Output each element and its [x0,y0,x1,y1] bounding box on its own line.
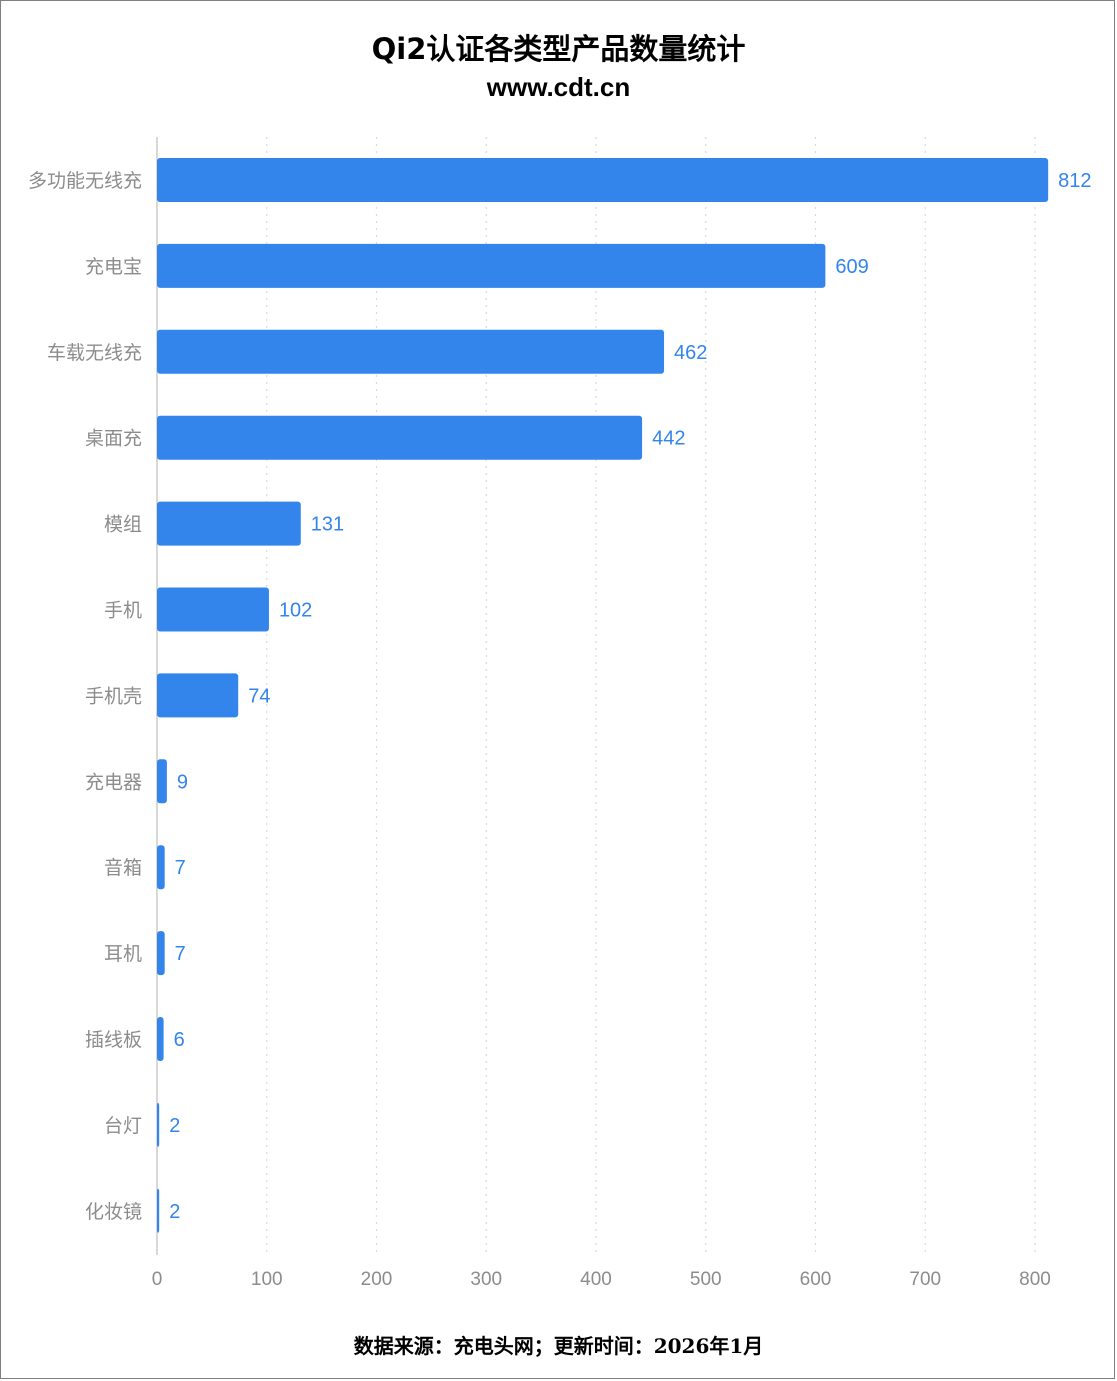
value-label: 102 [279,600,312,622]
x-tick-label: 600 [800,1269,832,1290]
x-tick-label: 800 [1019,1269,1051,1290]
bar [157,1188,160,1233]
value-label: 131 [311,514,344,536]
bar [157,415,643,460]
value-label: 609 [835,256,868,278]
value-label: 442 [652,428,685,450]
bar [157,501,301,546]
value-label: 74 [248,685,270,707]
value-label: 2 [169,1115,180,1137]
category-label: 充电器 [85,771,142,793]
bars [157,158,1049,1233]
category-label: 车载无线充 [47,342,142,364]
grid-lines [266,137,1036,1255]
x-tick-label: 700 [909,1269,941,1290]
category-label: 多功能无线充 [28,170,142,192]
category-label: 化妆镜 [85,1201,142,1223]
category-label: 桌面充 [85,428,142,450]
bar [157,759,167,804]
bar [157,1102,160,1147]
category-label: 充电宝 [85,256,142,278]
category-label: 音箱 [104,857,142,879]
value-label: 7 [175,857,186,879]
bar [157,329,665,374]
bar [157,931,165,976]
x-tick-label: 300 [470,1269,502,1290]
category-label: 耳机 [104,943,142,965]
labels: 0 100 200 300 400 500 600 700 800 多功能无线充 812 充电宝 609… [28,170,1092,1290]
category-label: 插线板 [85,1029,142,1051]
x-tick-label: 0 [152,1269,163,1290]
bar [157,845,165,890]
value-label: 7 [175,943,186,965]
chart-title: Qi2认证各类型产品数量统计 [371,32,746,66]
chart-footer: 数据来源：充电头网；更新时间：2026年1月 [353,1334,764,1358]
value-label: 6 [174,1029,185,1051]
category-label: 台灯 [104,1115,142,1137]
x-tick-label: 500 [690,1269,722,1290]
category-label: 手机壳 [85,685,142,707]
value-label: 462 [674,342,707,364]
x-tick-label: 200 [361,1269,393,1290]
bar [157,673,239,718]
chart-subtitle: www.cdt.cn [486,72,631,102]
value-label: 9 [177,771,188,793]
bar [157,1017,164,1061]
value-label: 812 [1058,170,1091,192]
category-label: 模组 [104,514,142,536]
category-label: 手机 [104,600,142,622]
x-tick-label: 400 [580,1269,612,1290]
x-tick-label: 100 [251,1269,283,1290]
value-label: 2 [169,1201,180,1223]
bar [157,243,826,288]
bar [157,158,1049,202]
bar [157,587,269,632]
